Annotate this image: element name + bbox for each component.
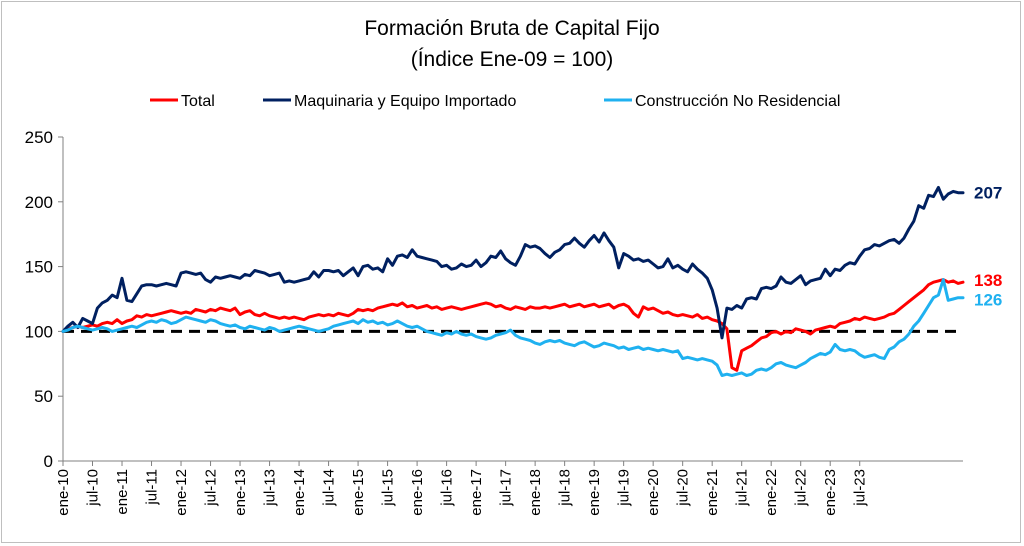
y-tick-label: 0 [44, 452, 53, 471]
x-axis: ene-10 jul-10 ene-11 jul-11 ene-12 jul-12 ene-… [55, 460, 963, 516]
x-tick-label: ene-16 [409, 469, 426, 516]
end-label-construccion: 126 [974, 291, 1002, 310]
y-tick-label: 200 [25, 193, 53, 212]
y-axis: 0 50 100 150 200 250 [25, 128, 64, 471]
y-tick-label: 50 [34, 387, 53, 406]
x-tick-label: ene-15 [350, 469, 367, 516]
x-tick-label: ene-18 [527, 469, 544, 516]
legend-item-construccion: Construcción No Residencial [604, 93, 840, 110]
x-tick-label: jul-11 [144, 469, 161, 506]
x-tick-label: jul-15 [380, 469, 397, 507]
end-label-maquinaria: 207 [974, 184, 1002, 203]
end-label-total: 138 [974, 271, 1002, 290]
x-tick-label: jul-13 [262, 469, 279, 507]
x-tick-label: ene-20 [645, 469, 662, 516]
x-tick-label: ene-11 [114, 469, 131, 515]
x-tick-label: ene-14 [291, 469, 308, 516]
x-tick-label: jul-20 [675, 469, 692, 507]
x-tick-label: ene-21 [704, 469, 721, 516]
x-tick-label: jul-19 [616, 469, 633, 507]
x-tick-label: jul-18 [557, 469, 574, 507]
chart-subtitle: (Índice Ene-09 = 100) [411, 48, 614, 71]
x-tick-label: jul-17 [498, 469, 515, 507]
y-tick-label: 150 [25, 258, 53, 277]
legend-label-maquinaria: Maquinaria y Equipo Importado [294, 93, 516, 110]
chart-title: Formación Bruta de Capital Fijo [364, 17, 659, 40]
x-tick-label: jul-23 [852, 469, 869, 507]
end-labels: 138 207 126 [974, 184, 1002, 310]
y-tick-label: 100 [25, 322, 53, 341]
legend: Total Maquinaria y Equipo Importado Cons… [150, 93, 840, 110]
x-tick-label: jul-12 [203, 469, 220, 507]
y-tick-label: 250 [25, 128, 53, 147]
legend-label-total: Total [181, 93, 215, 110]
legend-item-maquinaria: Maquinaria y Equipo Importado [263, 93, 516, 110]
series-group [61, 186, 965, 377]
legend-item-total: Total [150, 93, 215, 110]
x-tick-label: ene-13 [232, 469, 249, 516]
series-line-construccion [61, 278, 965, 377]
x-tick-label: jul-10 [85, 469, 102, 507]
x-tick-label: ene-23 [822, 469, 839, 516]
series-line-total [61, 278, 965, 372]
x-tick-label: ene-19 [586, 469, 603, 516]
x-tick-label: jul-22 [793, 469, 810, 507]
x-tick-label: ene-17 [468, 469, 485, 516]
x-tick-label: jul-21 [734, 469, 751, 507]
legend-label-construccion: Construcción No Residencial [635, 93, 840, 110]
x-tick-label: ene-12 [173, 469, 190, 516]
x-tick-label: jul-16 [439, 469, 456, 507]
series-line-maquinaria [61, 186, 965, 340]
x-tick-label: ene-10 [55, 469, 72, 516]
x-tick-label: jul-14 [321, 469, 338, 507]
x-tick-label: ene-22 [763, 469, 780, 516]
